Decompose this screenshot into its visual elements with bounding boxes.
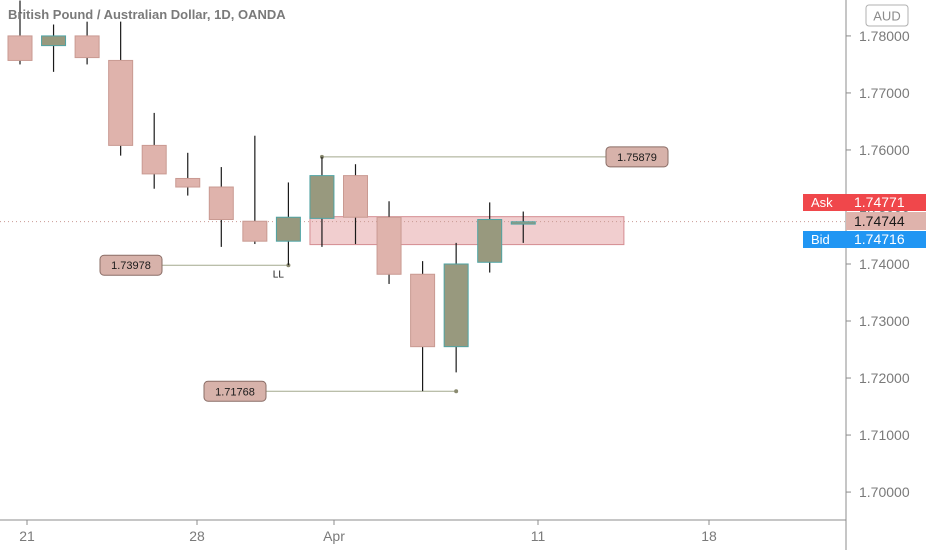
bid-label: Bid bbox=[811, 232, 830, 247]
bullish-candle bbox=[510, 221, 536, 225]
price-axis[interactable]: 1.780001.770001.760001.750001.740001.730… bbox=[846, 28, 910, 500]
currency-label: AUD bbox=[873, 9, 900, 24]
last-price: 1.74744 bbox=[854, 213, 905, 229]
price-quotes: Ask 1.74771 1.74744 Bid 1.74716 bbox=[803, 194, 926, 248]
price-tick-label: 1.71000 bbox=[859, 427, 910, 443]
bearish-candle bbox=[141, 144, 167, 175]
level-price-label bbox=[203, 380, 267, 402]
zone-layer bbox=[0, 216, 846, 246]
currency-badge[interactable] bbox=[865, 4, 909, 27]
bearish-candle bbox=[108, 59, 134, 146]
price-tick-label: 1.74000 bbox=[859, 256, 910, 272]
candles-layer bbox=[7, 0, 536, 392]
levels-layer: 1.75879 1.73978 1.71768 bbox=[99, 146, 669, 402]
level-price-text: 1.71768 bbox=[215, 386, 255, 398]
ask-label: Ask bbox=[811, 195, 833, 210]
bullish-candle bbox=[443, 263, 469, 348]
bearish-candle bbox=[376, 216, 402, 275]
price-tick-label: 1.78000 bbox=[859, 28, 910, 44]
ask-price-badge bbox=[846, 194, 926, 211]
chart-title: British Pound / Australian Dollar, 1D, O… bbox=[8, 7, 286, 22]
bearish-candle bbox=[7, 35, 33, 61]
time-tick-label: Apr bbox=[323, 528, 345, 544]
level-price-text: 1.73978 bbox=[111, 260, 151, 272]
time-tick-label: 21 bbox=[19, 528, 35, 544]
bearish-candle bbox=[343, 175, 368, 218]
bearish-candle bbox=[208, 186, 234, 221]
level-price-label bbox=[99, 254, 163, 276]
support-resistance-zone bbox=[309, 216, 625, 246]
bearish-candle bbox=[175, 177, 201, 188]
time-tick-label: 11 bbox=[531, 528, 546, 544]
level-anchor-dot bbox=[454, 389, 459, 394]
price-tick-label: 1.70000 bbox=[859, 484, 910, 500]
price-tick-label: 1.77000 bbox=[859, 85, 910, 101]
bearish-candle bbox=[410, 273, 436, 348]
bid-badge bbox=[803, 231, 846, 248]
level-anchor-dot bbox=[286, 263, 291, 268]
level-price-text: 1.75879 bbox=[617, 152, 657, 164]
bid-price: 1.74716 bbox=[854, 231, 905, 247]
bearish-candle bbox=[74, 35, 100, 59]
time-tick-label: 28 bbox=[189, 528, 205, 544]
level-price-label bbox=[605, 146, 669, 168]
bullish-candle bbox=[275, 216, 301, 242]
time-axis[interactable]: 21 28 Apr 11 18 bbox=[19, 520, 717, 544]
last-price-badge bbox=[846, 212, 926, 230]
price-tick-label: 1.73000 bbox=[859, 313, 910, 329]
ask-price: 1.74771 bbox=[854, 194, 905, 210]
bid-price-badge bbox=[846, 231, 926, 248]
price-tick-label: 1.72000 bbox=[859, 370, 910, 386]
bearish-candle bbox=[242, 220, 268, 242]
ask-badge bbox=[803, 194, 846, 211]
annotation-label: LL bbox=[273, 269, 285, 280]
bullish-candle bbox=[477, 219, 503, 263]
time-tick-label: 18 bbox=[701, 528, 717, 544]
price-tick-label: 1.76000 bbox=[859, 142, 910, 158]
bullish-candle bbox=[41, 35, 67, 47]
annotations-layer: LL bbox=[273, 269, 285, 280]
bullish-candle bbox=[309, 175, 335, 219]
